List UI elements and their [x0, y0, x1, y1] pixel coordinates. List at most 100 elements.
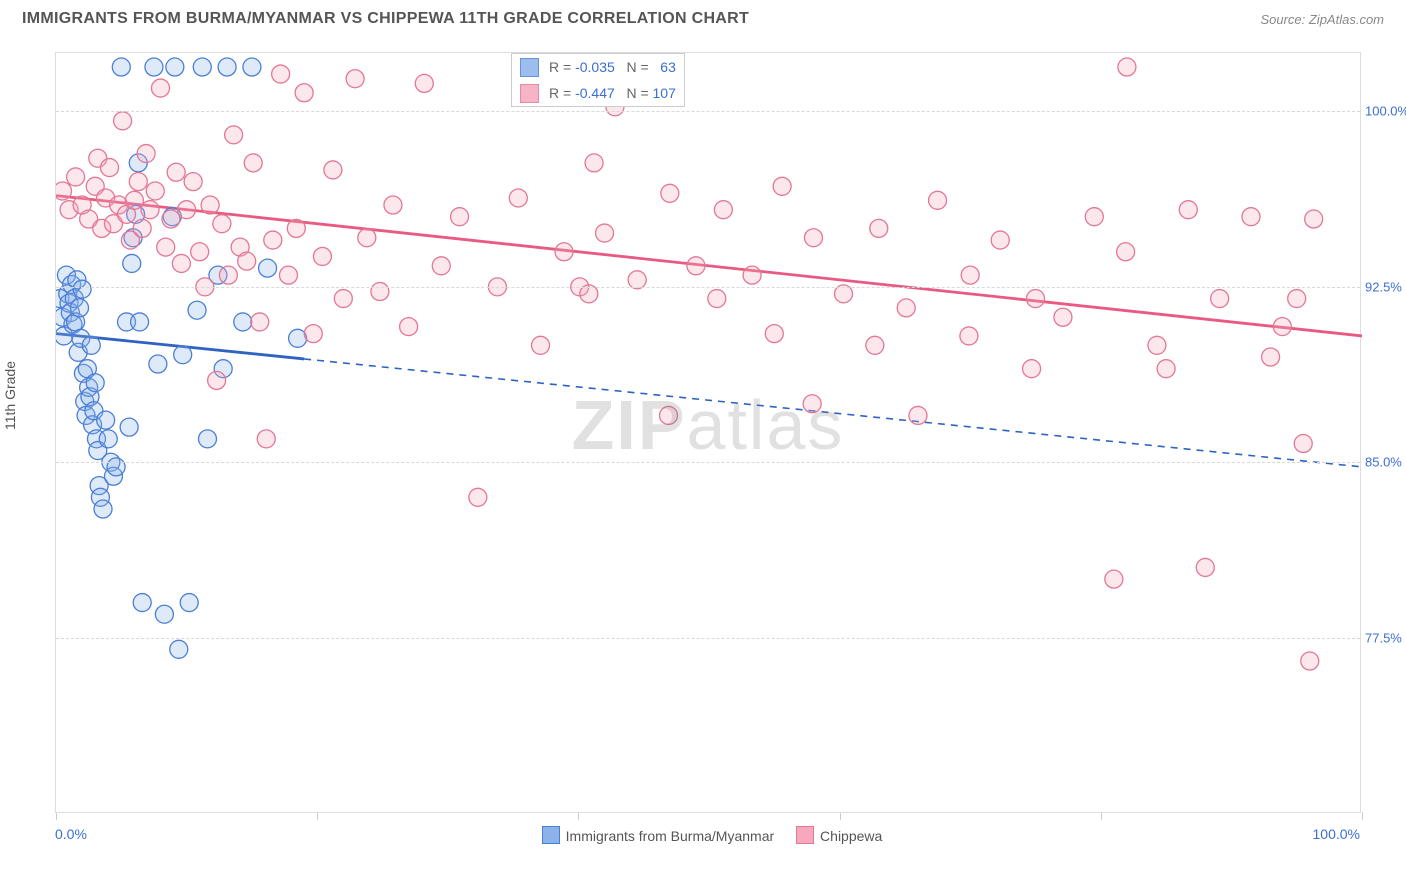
r-value-a: -0.035 — [575, 59, 615, 75]
gridline-h — [56, 287, 1360, 288]
scatter-point — [86, 374, 104, 392]
n-value-b: 107 — [653, 85, 676, 101]
scatter-point — [244, 154, 262, 172]
scatter-point — [961, 266, 979, 284]
scatter-point — [112, 58, 130, 76]
chart-source: Source: ZipAtlas.com — [1260, 12, 1384, 27]
scatter-point — [123, 254, 141, 272]
scatter-point — [129, 173, 147, 191]
scatter-point — [1273, 318, 1291, 336]
scatter-point — [1117, 243, 1135, 261]
scatter-point — [415, 74, 433, 92]
scatter-point — [146, 182, 164, 200]
y-axis-title: 11th Grade — [2, 361, 18, 430]
scatter-point — [257, 430, 275, 448]
scatter-point — [596, 224, 614, 242]
scatter-point — [1023, 360, 1041, 378]
scatter-point — [141, 201, 159, 219]
scatter-point — [167, 163, 185, 181]
scatter-point — [94, 500, 112, 518]
stats-row-series-b: R = -0.447 N = 107 — [512, 80, 684, 106]
scatter-point — [1118, 58, 1136, 76]
r-label-b: R = — [549, 85, 575, 101]
scatter-point — [131, 313, 149, 331]
scatter-point — [193, 58, 211, 76]
scatter-point — [99, 430, 117, 448]
n-label-a: N = — [615, 59, 653, 75]
scatter-point — [162, 210, 180, 228]
scatter-point — [295, 84, 313, 102]
scatter-point — [251, 313, 269, 331]
scatter-point — [170, 640, 188, 658]
scatter-point — [991, 231, 1009, 249]
scatter-point — [929, 191, 947, 209]
r-label-a: R = — [549, 59, 575, 75]
scatter-point — [219, 266, 237, 284]
x-tick — [840, 812, 841, 820]
scatter-point — [208, 371, 226, 389]
scatter-point — [166, 58, 184, 76]
stats-legend-box: R = -0.035 N = 63 R = -0.447 N = 107 — [511, 53, 685, 107]
scatter-point — [660, 406, 678, 424]
scatter-point — [137, 145, 155, 163]
scatter-point — [1148, 336, 1166, 354]
scatter-point — [56, 182, 72, 200]
scatter-point — [960, 327, 978, 345]
scatter-point — [1211, 290, 1229, 308]
scatter-point — [469, 488, 487, 506]
scatter-point — [264, 231, 282, 249]
scatter-point — [149, 355, 167, 373]
scatter-point — [238, 252, 256, 270]
scatter-point — [243, 58, 261, 76]
scatter-point — [272, 65, 290, 83]
scatter-point — [1305, 210, 1323, 228]
scatter-point — [451, 208, 469, 226]
x-tick — [578, 812, 579, 820]
scatter-points-layer — [56, 53, 1362, 813]
scatter-point — [125, 191, 143, 209]
gridline-h — [56, 638, 1360, 639]
scatter-point — [384, 196, 402, 214]
scatter-point — [174, 346, 192, 364]
scatter-point — [201, 196, 219, 214]
scatter-point — [191, 243, 209, 261]
scatter-point — [509, 189, 527, 207]
scatter-point — [155, 605, 173, 623]
scatter-point — [225, 126, 243, 144]
plot-area: ZIPatlas R = -0.035 N = 63 R = -0.447 N … — [55, 52, 1361, 812]
scatter-point — [1196, 558, 1214, 576]
scatter-point — [71, 299, 89, 317]
n-label-b: N = — [615, 85, 653, 101]
scatter-point — [287, 219, 305, 237]
scatter-point — [432, 257, 450, 275]
scatter-point — [1157, 360, 1175, 378]
x-axis-line — [55, 812, 1361, 813]
scatter-point — [114, 112, 132, 130]
gridline-h — [56, 462, 1360, 463]
scatter-point — [1288, 290, 1306, 308]
scatter-point — [313, 247, 331, 265]
scatter-point — [765, 325, 783, 343]
scatter-point — [184, 173, 202, 191]
scatter-point — [346, 70, 364, 88]
scatter-point — [73, 280, 91, 298]
chart-page: IMMIGRANTS FROM BURMA/MYANMAR VS CHIPPEW… — [0, 0, 1406, 892]
scatter-point — [97, 411, 115, 429]
series-a-swatch — [520, 58, 539, 77]
scatter-point — [180, 594, 198, 612]
scatter-point — [687, 257, 705, 275]
scatter-point — [218, 58, 236, 76]
scatter-point — [178, 201, 196, 219]
scatter-point — [145, 58, 163, 76]
scatter-point — [120, 418, 138, 436]
scatter-point — [743, 266, 761, 284]
scatter-point — [897, 299, 915, 317]
legend-swatch-a — [542, 826, 560, 844]
scatter-point — [1027, 290, 1045, 308]
stats-row-series-a: R = -0.035 N = 63 — [512, 54, 684, 80]
legend-label-a: Immigrants from Burma/Myanmar — [566, 828, 774, 844]
scatter-point — [371, 283, 389, 301]
series-b-swatch — [520, 84, 539, 103]
scatter-point — [400, 318, 418, 336]
scatter-point — [1179, 201, 1197, 219]
